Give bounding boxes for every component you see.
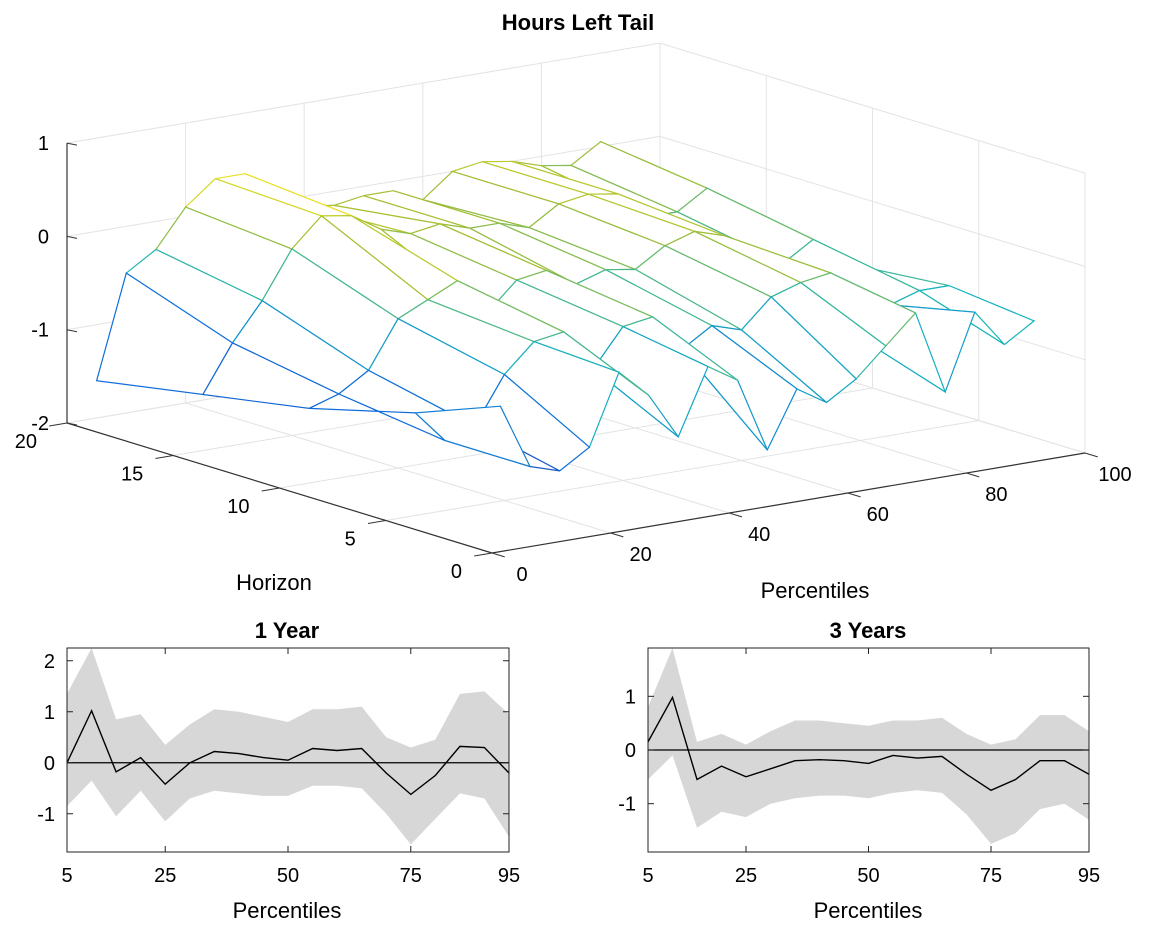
surface-x-tick-label: 20 — [629, 544, 651, 566]
three-years-x-tick-label: 25 — [735, 865, 757, 887]
surface-z-tick-mark — [66, 329, 78, 333]
one-year-y-tick-label: 0 — [44, 753, 55, 775]
surface-y-tick-label: 5 — [345, 529, 356, 551]
surface-z-tick-mark — [66, 422, 78, 426]
surface-z-tick-label: 0 — [38, 226, 49, 248]
surface-z-tick-mark — [66, 235, 78, 239]
one-year-y-tick-label: 1 — [44, 702, 55, 724]
surface-y-tick-mark — [261, 487, 280, 492]
one-year-x-tick-label: 95 — [498, 865, 520, 887]
three-years-y-tick-label: 0 — [625, 740, 636, 762]
surface-x-tick-mark — [610, 532, 624, 538]
three-years-x-tick-label: 95 — [1078, 865, 1100, 887]
three-years-xlabel: Percentiles — [814, 898, 923, 923]
surface-x-tick-label: 80 — [985, 484, 1007, 506]
three-years-title: 3 Years — [830, 618, 907, 643]
surface-z-tick-mark — [66, 142, 78, 146]
surface-mesh — [95, 140, 1036, 472]
surface-z-tick-label: 1 — [38, 133, 49, 155]
surface-x-tick-label: 0 — [516, 564, 527, 586]
one-year-y-tick-label: 2 — [44, 651, 55, 673]
three-years-confidence-band — [648, 648, 1089, 844]
surface-gridline — [385, 420, 979, 521]
one-year-chart: 1 Year 5 25 50 75 95 -1 0 1 2 Percentiles — [37, 618, 520, 923]
surface-x-tick-mark — [966, 472, 980, 478]
surface-y-tick-mark — [49, 422, 68, 427]
one-year-confidence-band — [67, 648, 509, 845]
surface-mesh-cell — [413, 405, 532, 468]
surface-x-tick-label: 100 — [1098, 464, 1131, 486]
one-year-x-tick-label: 5 — [61, 865, 72, 887]
surface-ylabel: Horizon — [236, 570, 312, 595]
one-year-x-tick-label: 75 — [400, 865, 422, 887]
surface-z-tick-label: -1 — [31, 320, 49, 342]
one-year-x-tick-label: 25 — [154, 865, 176, 887]
one-year-y-tick-label: -1 — [37, 804, 55, 826]
one-year-plot-area: 5 25 50 75 95 -1 0 1 2 — [37, 647, 520, 887]
surface-chart: Hours Left Tail 02040608010005101520-2-1… — [15, 10, 1132, 603]
surface-x-tick-mark — [729, 512, 743, 518]
surface-x-tick-mark — [1084, 452, 1098, 458]
surface-y-tick-label: 15 — [121, 464, 143, 486]
surface-y-tick-label: 20 — [15, 431, 37, 453]
surface-title: Hours Left Tail — [502, 10, 654, 35]
three-years-x-tick-label: 75 — [980, 865, 1002, 887]
surface-x-tick-label: 40 — [748, 524, 770, 546]
three-years-y-tick-label: 1 — [625, 686, 636, 708]
surface-x-tick-mark — [491, 552, 505, 558]
surface-x-axis — [491, 452, 1086, 554]
one-year-title: 1 Year — [255, 618, 320, 643]
surface-gridline — [66, 42, 1086, 174]
surface-y-tick-mark — [367, 520, 386, 524]
surface-x-tick-mark — [847, 492, 861, 498]
surface-x-tick-label: 60 — [867, 504, 889, 526]
surface-y-tick-label: 10 — [227, 496, 249, 518]
three-years-plot-area: 5 25 50 75 95 -1 0 1 — [618, 647, 1100, 887]
surface-y-tick-label: 0 — [451, 561, 462, 583]
one-year-xlabel: Percentiles — [233, 898, 342, 923]
three-years-series-line — [647, 695, 1090, 792]
three-years-chart: 3 Years 5 25 50 75 95 -1 0 1 Percentiles — [618, 618, 1100, 923]
three-years-x-tick-label: 50 — [857, 865, 879, 887]
surface-y-tick-mark — [155, 455, 174, 459]
one-year-series-line — [66, 708, 510, 796]
three-years-x-tick-label: 5 — [642, 865, 653, 887]
surface-xlabel: Percentiles — [761, 578, 870, 603]
surface-z-tick-label: -2 — [31, 413, 49, 435]
one-year-x-tick-label: 50 — [277, 865, 299, 887]
surface-y-tick-mark — [474, 552, 493, 557]
three-years-y-tick-label: -1 — [618, 794, 636, 816]
